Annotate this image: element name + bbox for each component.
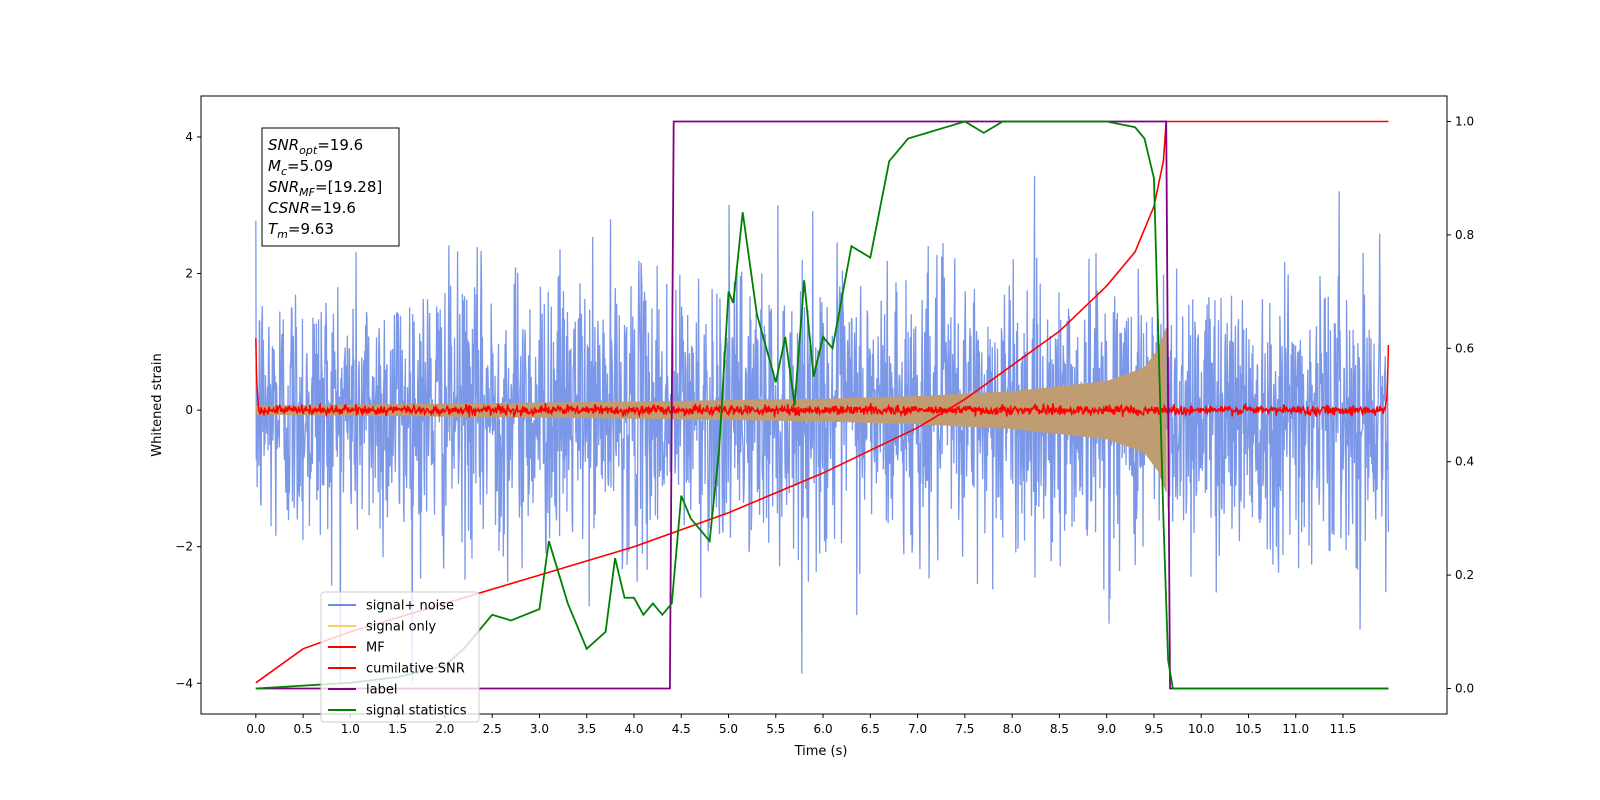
x-tick-label: 4.0 (624, 722, 643, 736)
info-line: SNRMF=[19.28] (268, 178, 382, 199)
y-right-tick-label: 1.0 (1455, 115, 1474, 129)
x-tick-label: 6.5 (861, 722, 880, 736)
x-tick-label: 10.0 (1188, 722, 1215, 736)
info-line: Tm=9.63 (268, 220, 334, 241)
x-tick-label: 5.0 (719, 722, 738, 736)
y-axis-title: Whitened strain (150, 353, 165, 456)
x-tick-label: 3.0 (530, 722, 549, 736)
x-tick-label: 11.5 (1330, 722, 1357, 736)
legend-label: label (366, 683, 397, 698)
info-line: Mc=5.09 (268, 157, 333, 178)
x-tick-label: 2.5 (483, 722, 502, 736)
y-right-tick-label: 0.8 (1455, 228, 1474, 242)
info-box: SNRopt=19.6Mc=5.09SNRMF=[19.28]CSNR=19.6… (261, 127, 400, 247)
x-tick-label: 8.5 (1050, 722, 1069, 736)
y-right-tick-label: 0.6 (1455, 341, 1474, 355)
legend-label: cumilative SNR (366, 662, 465, 677)
y-left-tick-label: 2 (185, 267, 193, 281)
x-tick-label: 1.0 (341, 722, 360, 736)
x-tick-label: 3.5 (577, 722, 596, 736)
x-tick-label: 9.0 (1097, 722, 1116, 736)
x-tick-label: 11.0 (1282, 722, 1309, 736)
legend: signal+ noise signal only MF cumilative SNR… (320, 591, 480, 723)
x-tick-label: 5.5 (766, 722, 785, 736)
y-left-tick-label: −4 (175, 676, 193, 690)
legend-frame (320, 591, 480, 723)
y-right-tick-label: 0.4 (1455, 455, 1474, 469)
y-left-tick-label: −2 (175, 540, 193, 554)
legend-label: signal statistics (366, 704, 467, 719)
x-tick-label: 6.0 (814, 722, 833, 736)
x-axis: 0.0 0.5 1.0 1.5 2.0 2.5 3.0 3.5 4.0 4.5 5.0 5.5 6.0 6… (246, 714, 1356, 736)
x-tick-label: 7.5 (955, 722, 974, 736)
x-tick-label: 0.5 (294, 722, 313, 736)
info-line: SNRopt=19.6 (268, 136, 363, 157)
series-mf-line (255, 338, 1390, 419)
y-left-tick-label: 0 (185, 403, 193, 417)
y-right-tick-label: 0.0 (1455, 681, 1474, 695)
legend-label: MF (366, 641, 385, 656)
y-axis-right: 0.0 0.2 0.4 0.6 0.8 1.0 (1447, 115, 1474, 695)
x-tick-label: 1.5 (388, 722, 407, 736)
series-signal-statistics-line (255, 120, 1389, 690)
y-axis-left: −4 −2 0 2 4 (175, 130, 201, 690)
x-tick-label: 4.5 (672, 722, 691, 736)
y-left-tick-label: 4 (185, 130, 193, 144)
info-line: CSNR=19.6 (268, 199, 356, 217)
plot-frame (200, 95, 1448, 715)
y-right-tick-label: 0.2 (1455, 568, 1474, 582)
x-tick-label: 10.5 (1235, 722, 1262, 736)
x-axis-title: Time (s) (794, 744, 848, 759)
info-box-frame (261, 127, 400, 247)
x-tick-label: 0.0 (246, 722, 265, 736)
legend-label: signal only (366, 620, 436, 635)
x-tick-label: 8.0 (1003, 722, 1022, 736)
x-tick-label: 9.5 (1144, 722, 1163, 736)
x-tick-label: 2.0 (435, 722, 454, 736)
x-tick-label: 7.0 (908, 722, 927, 736)
legend-label: signal+ noise (366, 599, 454, 614)
